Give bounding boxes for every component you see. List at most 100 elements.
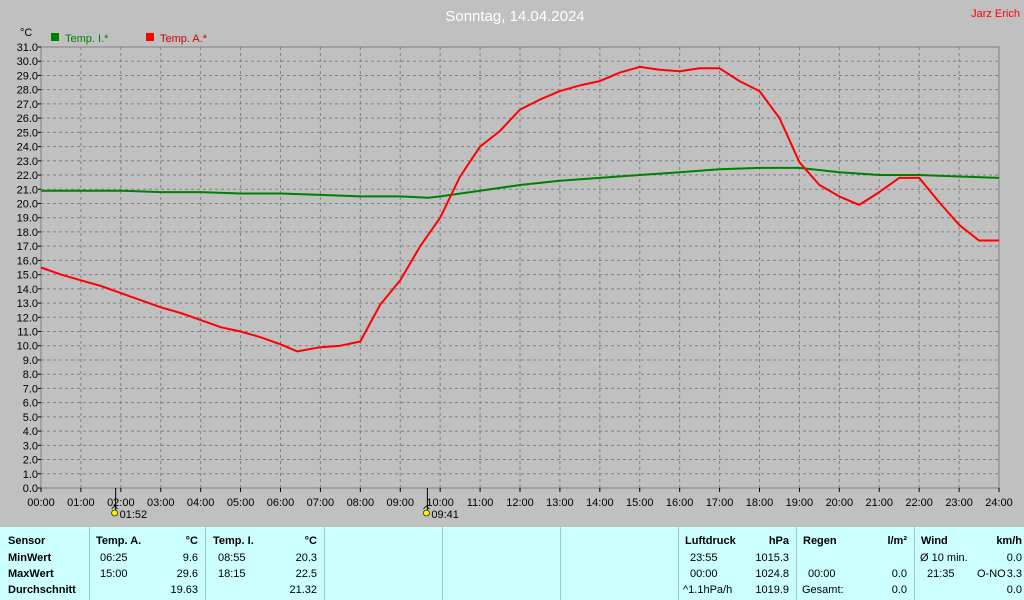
x-tick-label: 18:00	[746, 497, 774, 509]
x-tick-label: 09:00	[386, 497, 414, 509]
pressure-min-time: 23:55	[690, 552, 718, 564]
y-tick-label: 8.0	[23, 369, 38, 381]
y-tick-label: 19.0	[17, 213, 38, 225]
series-lines	[40, 65, 1000, 353]
y-tick-label: 28.0	[17, 85, 38, 97]
y-tick-label: 23.0	[17, 156, 38, 168]
y-tick-label: 1.0	[23, 469, 38, 481]
wind-avg10-label: Ø 10 min.	[920, 552, 968, 564]
x-tick-label: 19:00	[786, 497, 814, 509]
y-tick-label: 26.0	[17, 113, 38, 125]
wind-average: 0.0	[1006, 584, 1022, 596]
temp-i-min-time: 08:55	[218, 552, 246, 564]
y-tick-label: 9.0	[23, 355, 38, 367]
temp-a-unit: °C	[185, 535, 198, 547]
y-tick-label: 24.0	[17, 142, 38, 154]
x-tick-label: 01:00	[67, 497, 95, 509]
pressure-trend: ^1.1hPa/h	[683, 584, 733, 596]
temp-i-unit: °C	[304, 535, 317, 547]
y-tick-label: 30.0	[17, 56, 38, 68]
y-tick-label: 31.0	[17, 42, 38, 54]
wind-avg10-value: 0.0	[1006, 552, 1022, 564]
temp-a-header: Temp. A.	[96, 535, 142, 547]
y-tick-label: 29.0	[17, 70, 38, 82]
sun-marker-label: 09:41	[431, 509, 459, 521]
x-tick-label: 05:00	[227, 497, 255, 509]
sensor-header: Sensor	[8, 535, 46, 547]
y-tick-label: 6.0	[23, 398, 38, 410]
legend-swatch-temp-a	[146, 33, 154, 41]
y-tick-label: 0.0	[23, 483, 38, 495]
y-axis-unit: °C	[20, 27, 32, 39]
y-tick-label: 21.0	[17, 184, 38, 196]
grid	[41, 47, 999, 488]
temp-i-max-value: 22.5	[295, 568, 317, 580]
wind-max-time: 21:35	[927, 568, 955, 580]
statistics-table: Sensor MinWert MaxWert Durchschnitt Temp…	[0, 527, 1024, 600]
pressure-max-time: 00:00	[690, 568, 718, 580]
x-tick-label: 11:00	[467, 497, 494, 509]
x-tick-label: 23:00	[945, 497, 973, 509]
y-tick-label: 27.0	[17, 99, 38, 111]
rain-total-value: 0.0	[891, 584, 907, 596]
x-tick-label: 08:00	[347, 497, 375, 509]
y-tick-label: 17.0	[17, 241, 38, 253]
x-tick-label: 24:00	[985, 497, 1013, 509]
y-tick-label: 15.0	[17, 270, 38, 282]
pressure-max-value: 1024.8	[755, 568, 789, 580]
temp-a-min-value: 9.6	[182, 552, 198, 564]
legend-swatch-temp-i	[51, 33, 59, 41]
pressure-min-value: 1015.3	[755, 552, 789, 564]
temp-a-max-time: 15:00	[100, 568, 128, 580]
x-tick-label: 15:00	[626, 497, 654, 509]
temperature-chart: Sonntag, 14.04.2024 Jarz Erich °C Temp. …	[17, 8, 1020, 521]
rain-total-label: Gesamt:	[802, 584, 844, 596]
rain-max-value: 0.0	[891, 568, 907, 580]
rain-header: Regen	[803, 535, 837, 547]
legend: Temp. I.* Temp. A.*	[51, 33, 208, 45]
temp-a-min-time: 06:25	[100, 552, 128, 564]
x-tick-label: 02:00	[107, 497, 135, 509]
sun-marker-label: 01:52	[120, 509, 148, 521]
temp-a-average: 19.63	[170, 584, 198, 596]
row-label-max: MaxWert	[8, 568, 54, 580]
y-tick-label: 11.0	[17, 327, 38, 339]
y-tick-label: 3.0	[23, 440, 38, 452]
x-tick-label: 00:00	[27, 497, 55, 509]
x-tick-label: 06:00	[267, 497, 295, 509]
series-line-temp-a	[40, 65, 999, 353]
row-label-avg: Durchschnitt	[8, 584, 76, 596]
sunset-icon	[423, 505, 430, 517]
y-tick-label: 20.0	[17, 198, 38, 210]
temp-a-max-value: 29.6	[176, 568, 198, 580]
y-tick-label: 10.0	[17, 341, 38, 353]
x-tick-label: 04:00	[187, 497, 215, 509]
x-tick-label: 12:00	[506, 497, 534, 509]
x-tick-label: 17:00	[706, 497, 734, 509]
temp-i-header: Temp. I.	[213, 535, 254, 547]
pressure-average: 1019.9	[755, 584, 789, 596]
rain-unit: l/m²	[887, 535, 907, 547]
rain-max-time: 00:00	[808, 568, 836, 580]
legend-label-temp-i: Temp. I.*	[65, 33, 109, 45]
y-tick-label: 7.0	[23, 383, 38, 395]
x-tick-label: 21:00	[865, 497, 893, 509]
y-tick-label: 18.0	[17, 227, 38, 239]
y-tick-label: 5.0	[23, 412, 38, 424]
y-tick-label: 22.0	[17, 170, 38, 182]
wind-unit: km/h	[996, 535, 1022, 547]
x-tick-label: 13:00	[546, 497, 574, 509]
y-tick-label: 2.0	[23, 455, 38, 467]
temp-i-max-time: 18:15	[218, 568, 246, 580]
y-tick-label: 14.0	[17, 284, 38, 296]
x-tick-label: 20:00	[826, 497, 854, 509]
y-tick-label: 12.0	[17, 312, 38, 324]
x-axis: 00:00 01:00 02:00 03:00 04:00 05:00 06:00 07:00…	[27, 488, 1013, 509]
wind-max-direction: O-NO	[977, 568, 1006, 580]
temp-i-average: 21.32	[289, 584, 317, 596]
series-line-temp-i	[41, 166, 1000, 199]
x-tick-label: 16:00	[666, 497, 694, 509]
pressure-unit: hPa	[768, 535, 789, 547]
x-tick-label: 03:00	[147, 497, 175, 509]
x-tick-label: 22:00	[905, 497, 933, 509]
